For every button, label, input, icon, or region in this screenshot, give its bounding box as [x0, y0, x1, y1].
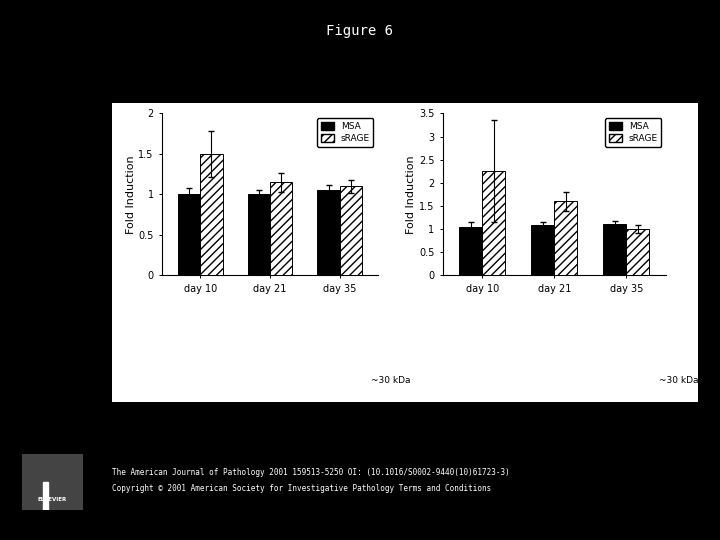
Text: ELSEVIER: ELSEVIER [37, 497, 67, 502]
Y-axis label: Fold Induction: Fold Induction [406, 155, 416, 234]
Bar [603, 225, 626, 275]
Text: ~30 kDa: ~30 kDa [659, 376, 698, 385]
Text: Copyright © 2001 American Society for Investigative Pathology Terms and Conditio: Copyright © 2001 American Society for In… [112, 484, 491, 493]
Text: b: b [394, 86, 404, 100]
Bar [554, 201, 577, 275]
Text: a: a [114, 86, 124, 100]
Bar [43, 482, 48, 510]
Bar [531, 225, 554, 275]
Legend: MSA, sRAGE: MSA, sRAGE [318, 118, 374, 147]
Text: Figure 6: Figure 6 [326, 24, 394, 38]
Bar [626, 229, 649, 275]
Text: ~30 kDa: ~30 kDa [371, 376, 410, 385]
Bar [318, 190, 340, 275]
Bar [340, 186, 362, 275]
Text: VEGF expression: VEGF expression [420, 87, 538, 100]
Legend: MSA, sRAGE: MSA, sRAGE [606, 118, 662, 147]
Bar [178, 194, 200, 275]
Y-axis label: Fold Induction: Fold Induction [125, 155, 135, 234]
Text: PDGF-B expression: PDGF-B expression [140, 87, 274, 100]
Bar [482, 171, 505, 275]
Text: The American Journal of Pathology 2001 159513-5250 OI: (10.1016/S0002-9440(10)61: The American Journal of Pathology 2001 1… [112, 468, 509, 477]
Bar [248, 194, 270, 275]
Bar [459, 227, 482, 275]
Bar [270, 183, 292, 275]
Bar [200, 154, 222, 275]
